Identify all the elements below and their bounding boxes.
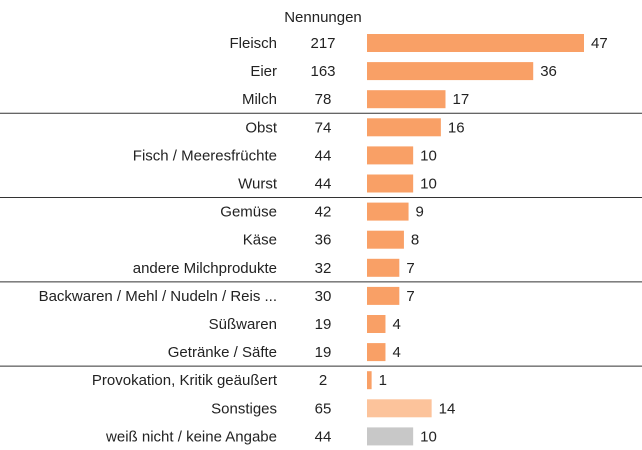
value-label: 7: [406, 288, 414, 305]
category-label: Eier: [250, 63, 277, 80]
bar: [367, 230, 404, 249]
value-label: 1: [379, 372, 387, 389]
category-label: Obst: [245, 119, 278, 136]
category-label: weiß nicht / keine Angabe: [105, 428, 277, 445]
bar: [367, 343, 386, 362]
count-label: 44: [315, 428, 332, 445]
category-label: andere Milchprodukte: [133, 260, 277, 277]
value-label: 47: [591, 35, 608, 52]
value-label: 16: [448, 119, 465, 136]
value-label: 10: [420, 176, 437, 193]
count-label: 65: [315, 400, 332, 417]
category-label: Backwaren / Mehl / Nudeln / Reis ...: [39, 288, 277, 305]
count-label: 19: [315, 344, 332, 361]
value-label: 36: [540, 63, 557, 80]
category-label: Fisch / Meeresfrüchte: [133, 147, 277, 164]
bar: [367, 315, 386, 333]
bar: [367, 286, 400, 305]
bar: [367, 146, 414, 165]
count-label: 19: [315, 316, 332, 333]
category-label: Gemüse: [220, 204, 277, 221]
value-label: 4: [392, 344, 400, 361]
bar: [367, 62, 534, 81]
category-label: Milch: [242, 91, 277, 108]
count-label: 42: [315, 204, 332, 221]
category-label: Käse: [243, 232, 277, 249]
count-label: 36: [315, 232, 332, 249]
bar: [367, 202, 409, 221]
group-separators: [0, 112, 642, 367]
category-label: Sonstiges: [211, 400, 277, 417]
bar: [367, 399, 432, 418]
value-label: 8: [411, 232, 419, 249]
value-label: 17: [452, 91, 469, 108]
category-label: Provokation, Kritik geäußert: [92, 372, 278, 389]
bar: [367, 371, 372, 390]
value-label: 14: [439, 400, 456, 417]
value-label: 9: [416, 204, 424, 221]
bar: [367, 427, 414, 446]
value-label: 7: [406, 260, 414, 277]
count-label: 217: [310, 35, 335, 52]
count-label: 44: [315, 176, 332, 193]
bar: [367, 174, 414, 193]
category-label: Getränke / Säfte: [168, 344, 277, 361]
count-label: 163: [310, 63, 335, 80]
count-label: 78: [315, 91, 332, 108]
bar: [367, 258, 400, 277]
count-label: 32: [315, 260, 332, 277]
category-label: Süßwaren: [209, 316, 277, 333]
category-label: Fleisch: [229, 35, 277, 52]
count-label: 74: [315, 119, 332, 136]
value-label: 10: [420, 147, 437, 164]
count-column-header: Nennungen: [284, 9, 362, 26]
bar: [367, 34, 584, 52]
bar: [367, 90, 446, 109]
count-label: 30: [315, 288, 332, 305]
value-label: 4: [392, 316, 400, 333]
value-label: 10: [420, 428, 437, 445]
count-label: 44: [315, 147, 332, 164]
category-label: Wurst: [238, 176, 278, 193]
count-label: 2: [319, 372, 327, 389]
bar: [367, 118, 441, 137]
